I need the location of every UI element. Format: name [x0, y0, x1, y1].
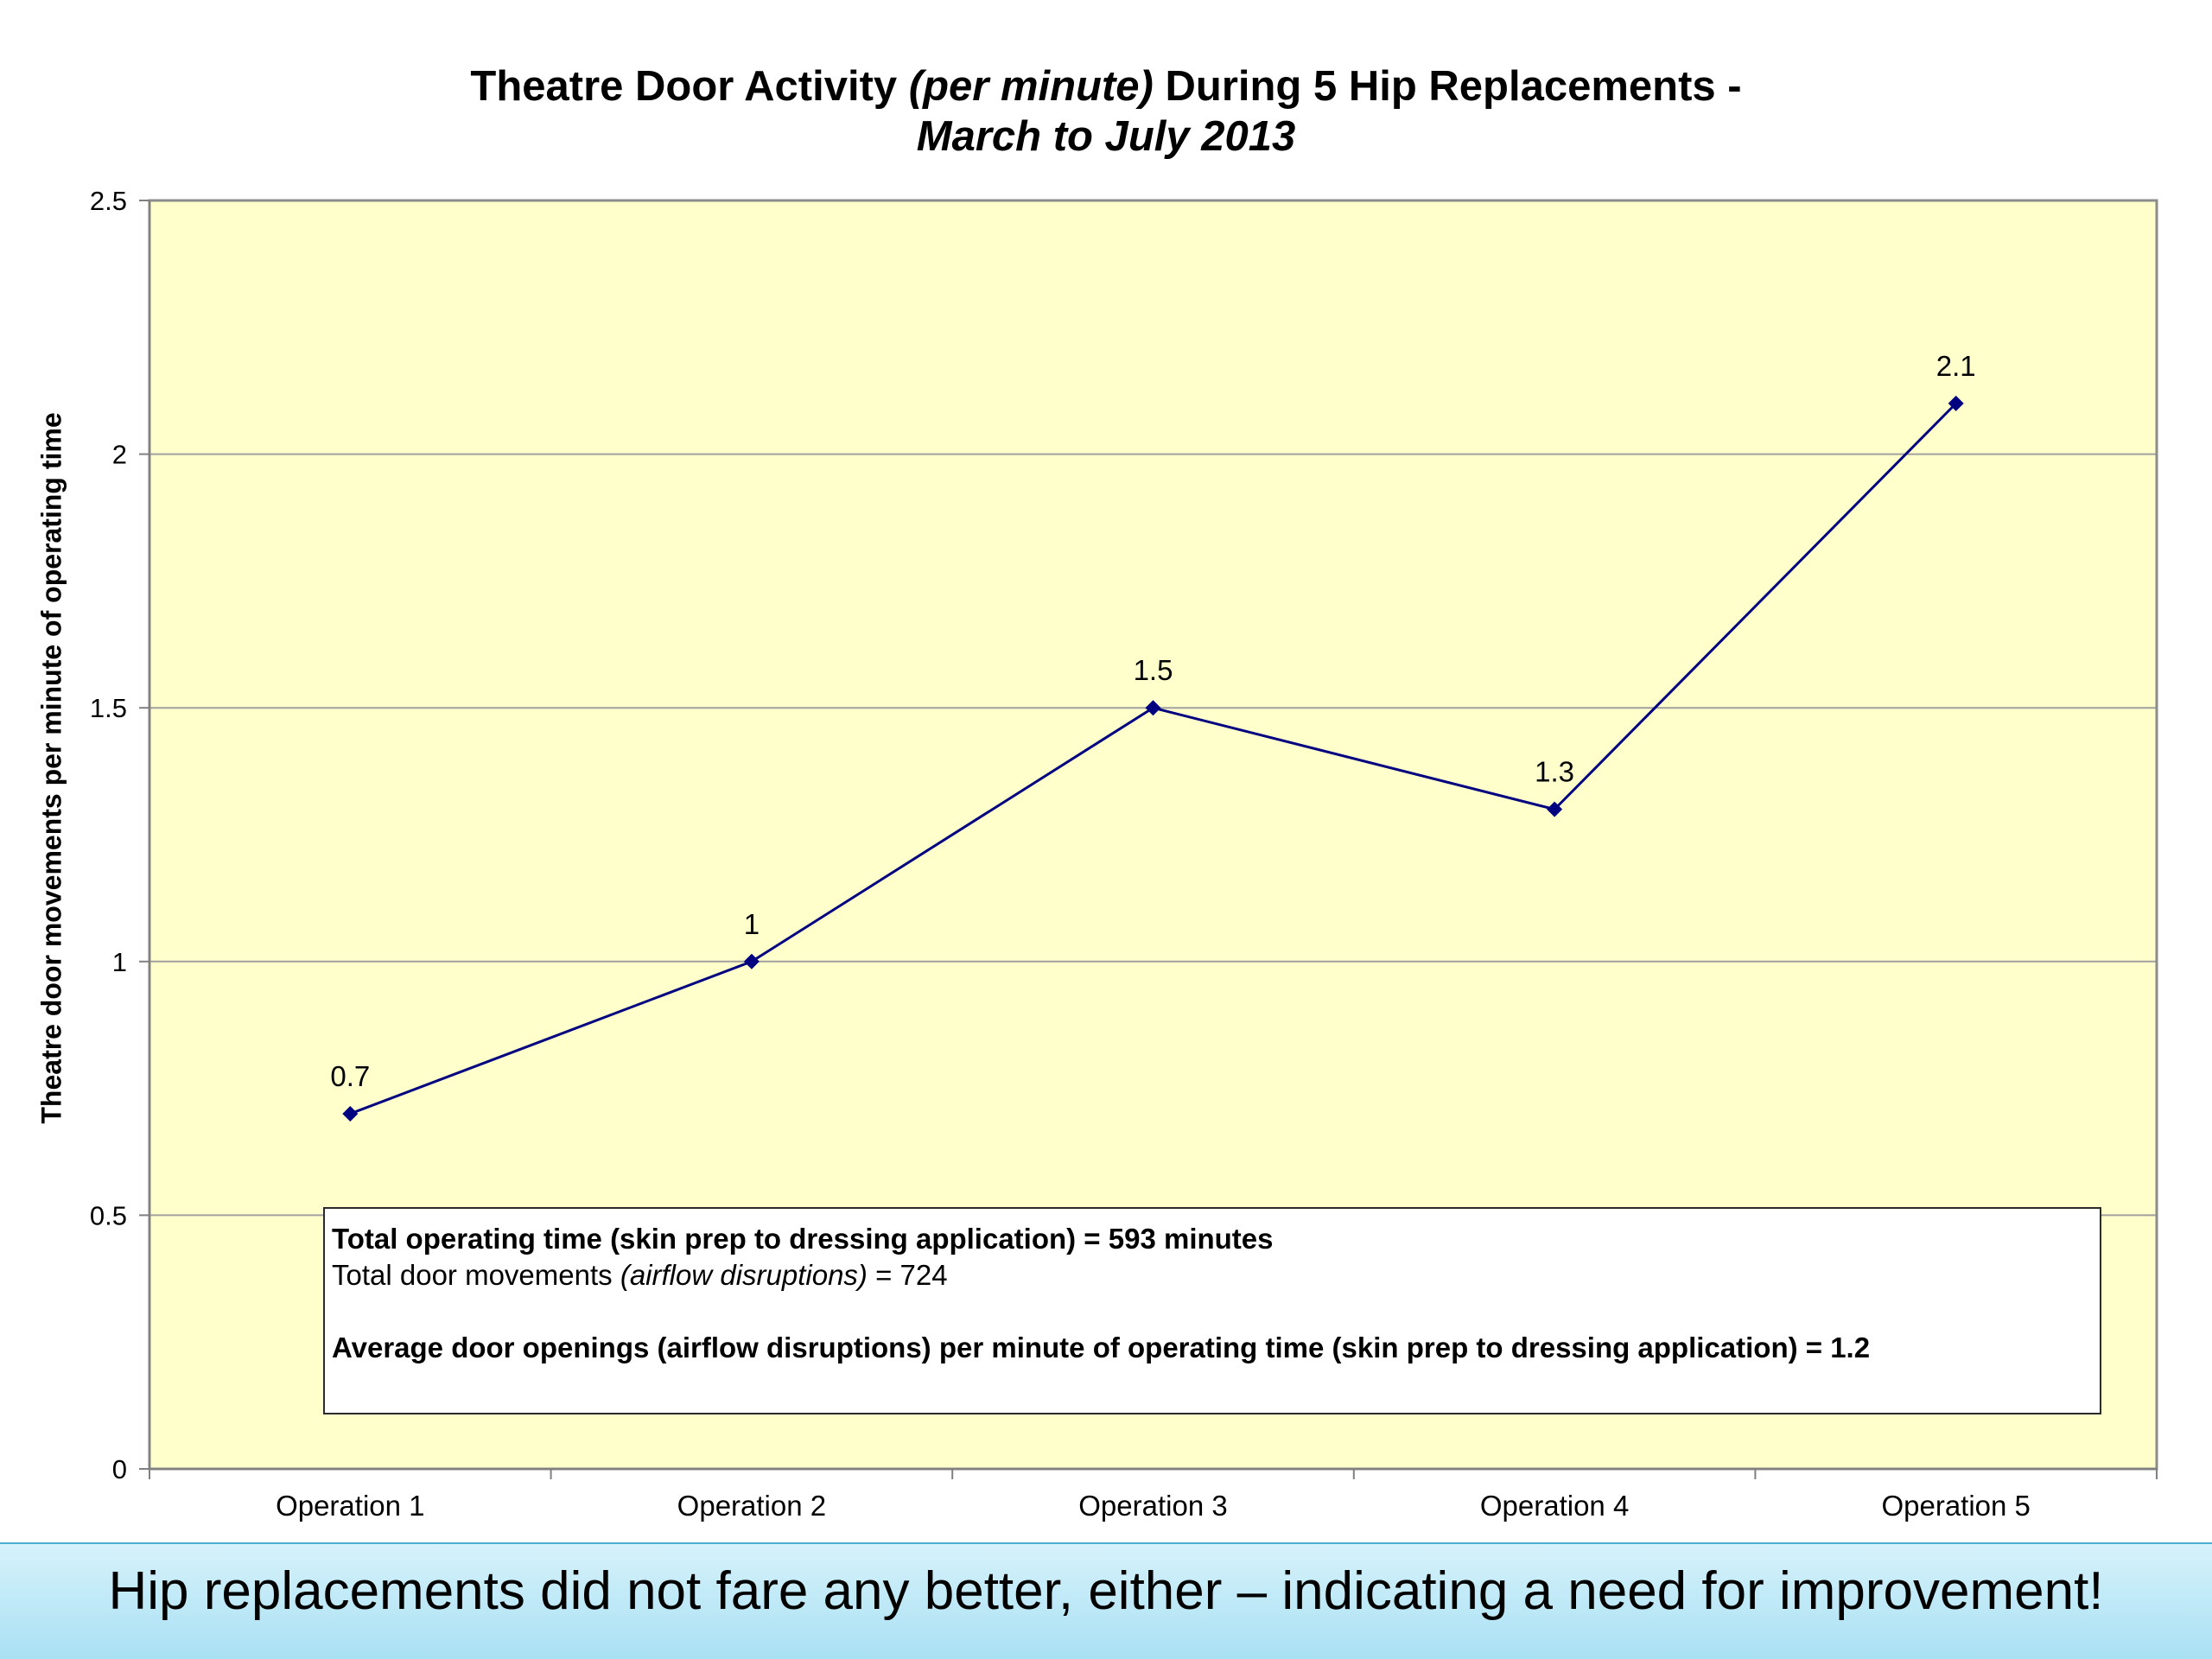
data-point-marker: [743, 953, 760, 969]
y-tick-label: 0: [112, 1454, 127, 1484]
chart-subtitle: March to July 2013: [916, 113, 1296, 160]
total-door-movements-text: Total door movements (airflow disruption…: [332, 1257, 2093, 1294]
data-point-marker: [342, 1105, 359, 1122]
x-tick-label: Operation 2: [677, 1490, 826, 1522]
x-tick-label: Operation 3: [1078, 1490, 1227, 1522]
chart-title: Theatre Door Activity (per minute) Durin…: [0, 62, 2212, 111]
data-point-marker: [1145, 700, 1161, 716]
spacer: [332, 1294, 2093, 1330]
y-tick-label: 1: [112, 947, 127, 977]
data-label: 0.7: [330, 1060, 370, 1092]
x-tick-label: Operation 1: [276, 1490, 424, 1522]
average-door-openings-text: Average door openings (airflow disruptio…: [332, 1332, 1871, 1363]
total-door-movements-label: Total door movements: [332, 1259, 620, 1291]
total-door-movements-value: = 724: [867, 1259, 948, 1291]
data-point-marker: [1547, 801, 1563, 817]
chart-title-italic: (per minute): [908, 63, 1154, 110]
total-operating-time-text: Total operating time (skin prep to dress…: [332, 1223, 1274, 1255]
y-tick-label: 0.5: [90, 1200, 127, 1230]
data-label: 1.3: [1535, 756, 1574, 788]
y-tick-label: 1.5: [90, 693, 127, 723]
x-tick-label: Operation 5: [1881, 1490, 2030, 1522]
data-label: 1.5: [1134, 654, 1173, 686]
chart-title-part-2: During 5 Hip Replacements -: [1153, 63, 1742, 110]
summary-text-box: Total operating time (skin prep to dress…: [323, 1207, 2101, 1414]
y-axis-label: Theatre door movements per minute of ope…: [35, 412, 67, 1124]
data-label: 1: [744, 908, 760, 940]
x-tick-label: Operation 4: [1480, 1490, 1629, 1522]
y-tick-label: 2: [112, 440, 127, 470]
y-tick-label: 2.5: [90, 186, 127, 216]
chart-title-part-1: Theatre Door Activity: [470, 63, 909, 110]
data-point-marker: [1948, 395, 1964, 411]
caption-banner: Hip replacements did not fare any better…: [0, 1542, 2212, 1659]
total-door-movements-italic: (airflow disruptions): [620, 1259, 868, 1291]
data-label: 2.1: [1936, 350, 1976, 382]
